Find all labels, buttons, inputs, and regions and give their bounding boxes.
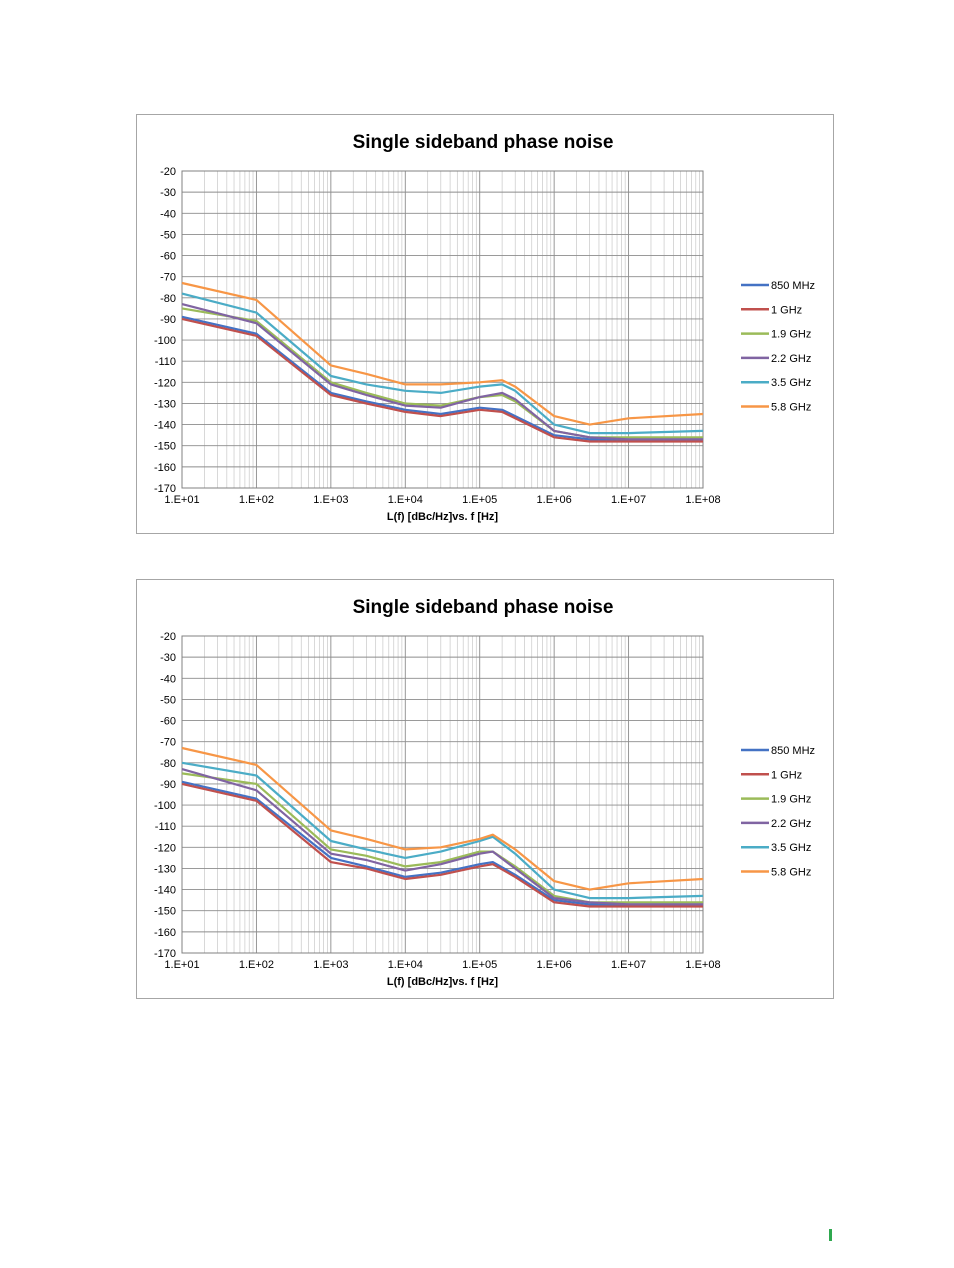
y-tick-label: -40 <box>160 208 176 220</box>
series-line-5-8-ghz <box>181 746 704 891</box>
x-tick-label: 1.E+03 <box>313 494 348 506</box>
legend-label: 2.2 GHz <box>771 353 811 365</box>
x-tick-label: 1.E+08 <box>685 494 720 506</box>
legend-label: 850 MHz <box>771 280 815 292</box>
legend-label: 5.8 GHz <box>771 402 811 414</box>
phase-noise-chart-1: Single sideband phase noise -20 -30 -40 -50 -… <box>136 114 834 534</box>
x-tick-label: 1.E+07 <box>611 494 646 506</box>
y-tick-label: -70 <box>160 737 176 749</box>
x-tick-label: 1.E+06 <box>537 494 572 506</box>
y-tick-label: -140 <box>154 420 176 432</box>
x-tick-label: 1.E+02 <box>239 959 274 971</box>
y-tick-label: -160 <box>154 462 176 474</box>
y-tick-label: -110 <box>155 821 176 833</box>
x-axis-label: L(f) [dBc/Hz]vs. f [Hz] <box>387 511 499 523</box>
y-tick-label: -90 <box>160 314 176 326</box>
y-tick-label: -130 <box>154 398 176 410</box>
legend-label: 1.9 GHz <box>771 794 811 806</box>
y-tick-label: -170 <box>154 948 176 960</box>
y-tick-label: -100 <box>154 335 176 347</box>
phase-noise-chart-2: Single sideband phase noise -20 -30 -40 -50 -… <box>136 579 834 999</box>
plot-area <box>181 635 704 954</box>
y-tick-label: -100 <box>154 800 176 812</box>
y-tick-label: -90 <box>160 779 176 791</box>
y-tick-label: -70 <box>160 272 176 284</box>
legend-label: 850 MHz <box>771 745 815 757</box>
y-tick-label: -150 <box>154 906 176 918</box>
plot-area <box>181 170 704 489</box>
x-tick-label: 1.E+03 <box>313 959 348 971</box>
y-tick-label: -80 <box>160 293 176 305</box>
y-tick-label: -160 <box>154 927 176 939</box>
y-tick-label: -50 <box>160 229 176 241</box>
y-tick-label: -140 <box>154 885 176 897</box>
x-tick-label: 1.E+01 <box>164 959 199 971</box>
x-tick-label: 1.E+06 <box>537 959 572 971</box>
y-tick-label: -30 <box>160 652 176 664</box>
x-axis-label: L(f) [dBc/Hz]vs. f [Hz] <box>387 976 499 988</box>
legend-label: 3.5 GHz <box>771 842 811 854</box>
y-tick-label: -20 <box>160 166 176 178</box>
x-tick-label: 1.E+04 <box>388 959 423 971</box>
y-tick-label: -60 <box>160 716 176 728</box>
chart-title: Single sideband phase noise <box>353 132 614 153</box>
series-line-1-ghz <box>181 782 703 908</box>
series-line-850-mhz <box>181 315 703 441</box>
y-tick-label: -50 <box>160 694 176 706</box>
series-line-2-2-ghz <box>181 768 703 906</box>
series-line-850-mhz <box>181 780 703 906</box>
legend-label: 1.9 GHz <box>771 329 811 341</box>
page-marker <box>829 1229 832 1241</box>
x-tick-label: 1.E+01 <box>164 494 199 506</box>
y-tick-label: -120 <box>154 842 176 854</box>
legend-label: 1 GHz <box>771 304 802 316</box>
series-line-1-ghz <box>181 317 703 443</box>
chart-1-svg: Single sideband phase noise -20 -30 -40 -50 -… <box>154 132 815 523</box>
y-tick-label: -150 <box>154 441 176 453</box>
y-tick-label: -130 <box>154 863 176 875</box>
legend-label: 5.8 GHz <box>771 867 811 879</box>
x-tick-label: 1.E+05 <box>462 494 497 506</box>
series-line-3-5-ghz <box>181 292 704 435</box>
series-line-2-2-ghz <box>181 303 703 441</box>
x-tick-label: 1.E+02 <box>239 494 274 506</box>
y-tick-label: -110 <box>155 356 176 368</box>
y-tick-label: -60 <box>160 251 176 263</box>
x-tick-label: 1.E+04 <box>388 494 423 506</box>
x-tick-label: 1.E+08 <box>685 959 720 971</box>
y-tick-label: -120 <box>154 377 176 389</box>
chart-2-svg: Single sideband phase noise -20 -30 -40 -50 -… <box>154 597 815 988</box>
y-tick-label: -30 <box>160 187 176 199</box>
chart-title: Single sideband phase noise <box>353 597 614 618</box>
y-tick-label: -20 <box>160 631 176 643</box>
legend-label: 1 GHz <box>771 769 802 781</box>
x-tick-label: 1.E+05 <box>462 959 497 971</box>
series-line-5-8-ghz <box>181 281 704 426</box>
legend-label: 2.2 GHz <box>771 818 811 830</box>
legend-label: 3.5 GHz <box>771 377 811 389</box>
y-tick-label: -80 <box>160 758 176 770</box>
y-tick-label: -40 <box>160 673 176 685</box>
y-tick-label: -170 <box>154 483 176 495</box>
series-line-3-5-ghz <box>181 761 704 900</box>
x-tick-label: 1.E+07 <box>611 959 646 971</box>
